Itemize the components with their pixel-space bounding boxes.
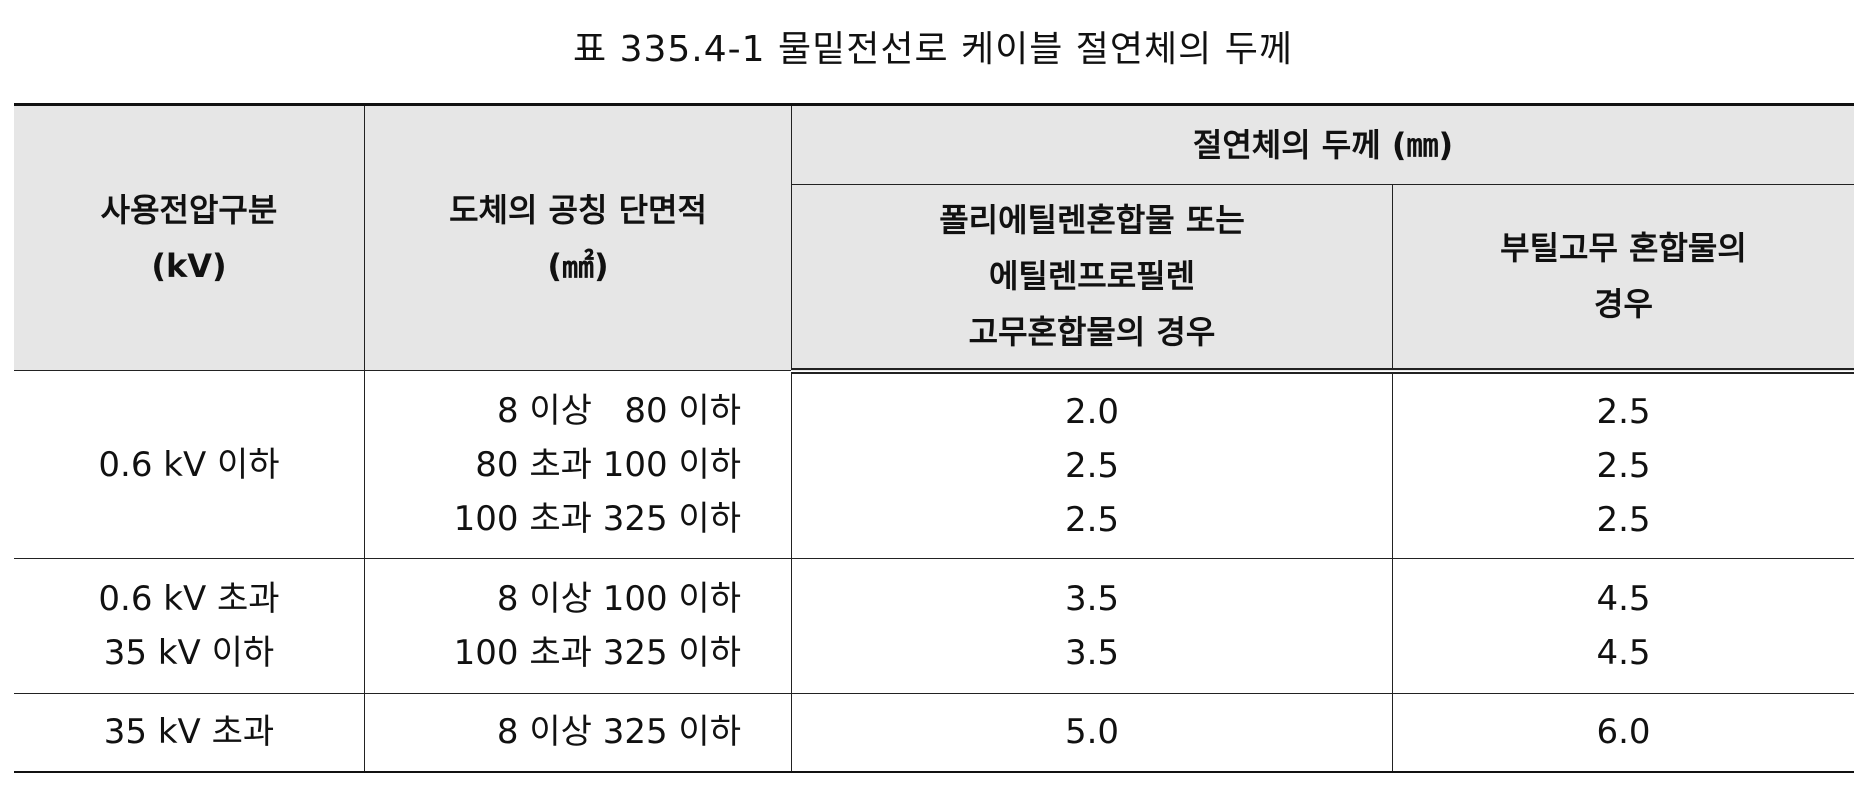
cell-pe: 5.0 (791, 693, 1393, 772)
cell-butyl: 4.5 4.5 (1392, 558, 1854, 694)
butyl-value: 4.5 (1596, 633, 1651, 673)
area-text: 8 이상 100 이하 (496, 579, 741, 619)
cell-area: 8 이상 80 이하 80 초과 100 이하 100 초과 325 이하 (364, 370, 792, 559)
butyl-value: 2.5 (1596, 391, 1651, 432)
header-pe: 폴리에틸렌혼합물 또는 에틸렌프로필렌 고무혼합물의 경우 (791, 184, 1393, 374)
table-row: 35 kV 초과 8 이상 325 이하 5.0 6.0 (14, 693, 1854, 772)
header-butyl-line: 부틸고무 혼합물의 (1500, 229, 1747, 268)
cell-pe: 2.0 2.5 2.5 (791, 370, 1393, 559)
cell-butyl: 2.5 2.5 2.5 (1392, 370, 1854, 559)
cell-area: 8 이상 100 이하 100 초과 325 이하 (364, 558, 792, 694)
area-text: 100 초과 325 이하 (453, 633, 741, 673)
pe-value: 3.5 (1064, 633, 1120, 673)
header-area: 도체의 공칭 단면적 (㎟) (364, 104, 792, 371)
area-text: 8 이상 325 이하 (496, 712, 741, 753)
butyl-value: 6.0 (1596, 712, 1651, 753)
pe-value: 3.5 (1064, 579, 1120, 619)
voltage-text: 0.6 kV 초과 (98, 579, 280, 619)
header-row: 사용전압구분 (kV) 도체의 공칭 단면적 (㎟) 절연체의 두께 (㎜) (14, 104, 1854, 371)
pe-value: 5.0 (1064, 712, 1120, 753)
header-area-unit: (㎟) (547, 247, 609, 285)
table-title: 표 335.4-1 물밑전선로 케이블 절연체의 두께 (573, 29, 1293, 70)
pe-value: 2.5 (1064, 445, 1120, 486)
voltage-text: 35 kV 초과 (103, 712, 275, 753)
header-voltage-unit: (kV) (151, 247, 227, 285)
cell-voltage: 35 kV 초과 (14, 693, 365, 772)
area-text: 8 이상 80 이하 (496, 390, 741, 431)
cell-voltage: 0.6 kV 초과 35 kV 이하 (14, 558, 365, 694)
header-butyl: 부틸고무 혼합물의 경우 (1392, 184, 1854, 374)
header-butyl-line: 경우 (1594, 285, 1653, 324)
header-pe-line: 폴리에틸렌혼합물 또는 (939, 201, 1245, 240)
table-row: 0.6 kV 이하 8 이상 80 이하 80 초과 100 이하 100 초과… (14, 370, 1854, 559)
pe-value: 2.0 (1064, 391, 1120, 432)
voltage-text: 0.6 kV 이하 (98, 444, 280, 485)
cell-butyl: 6.0 (1392, 693, 1854, 772)
header-voltage: 사용전압구분 (kV) (14, 104, 365, 371)
header-pe-line: 고무혼합물의 경우 (968, 313, 1216, 352)
butyl-value: 2.5 (1596, 499, 1651, 540)
butyl-value: 2.5 (1596, 445, 1651, 486)
insulation-thickness-table: 사용전압구분 (kV) 도체의 공칭 단면적 (㎟) 절연체의 두께 (㎜) 폴… (14, 103, 1854, 773)
area-text: 100 초과 325 이하 (453, 498, 741, 539)
voltage-text: 35 kV 이하 (103, 633, 275, 673)
area-text: 80 초과 100 이하 (475, 444, 741, 485)
butyl-value: 4.5 (1596, 579, 1651, 619)
pe-value: 2.5 (1064, 499, 1120, 540)
header-area-line: 도체의 공칭 단면적 (449, 191, 707, 229)
subheader-row: 폴리에틸렌혼합물 또는 에틸렌프로필렌 고무혼합물의 경우 부틸고무 혼합물의 … (14, 184, 1854, 374)
cell-pe: 3.5 3.5 (791, 558, 1393, 694)
header-pe-line: 에틸렌프로필렌 (988, 257, 1196, 296)
cell-voltage: 0.6 kV 이하 (14, 370, 365, 559)
header-thickness: 절연체의 두께 (㎜) (791, 104, 1854, 185)
header-voltage-line: 사용전압구분 (100, 191, 278, 229)
table-row: 0.6 kV 초과 35 kV 이하 8 이상 100 이하 100 초과 32… (14, 558, 1854, 694)
cell-area: 8 이상 325 이하 (364, 693, 792, 772)
